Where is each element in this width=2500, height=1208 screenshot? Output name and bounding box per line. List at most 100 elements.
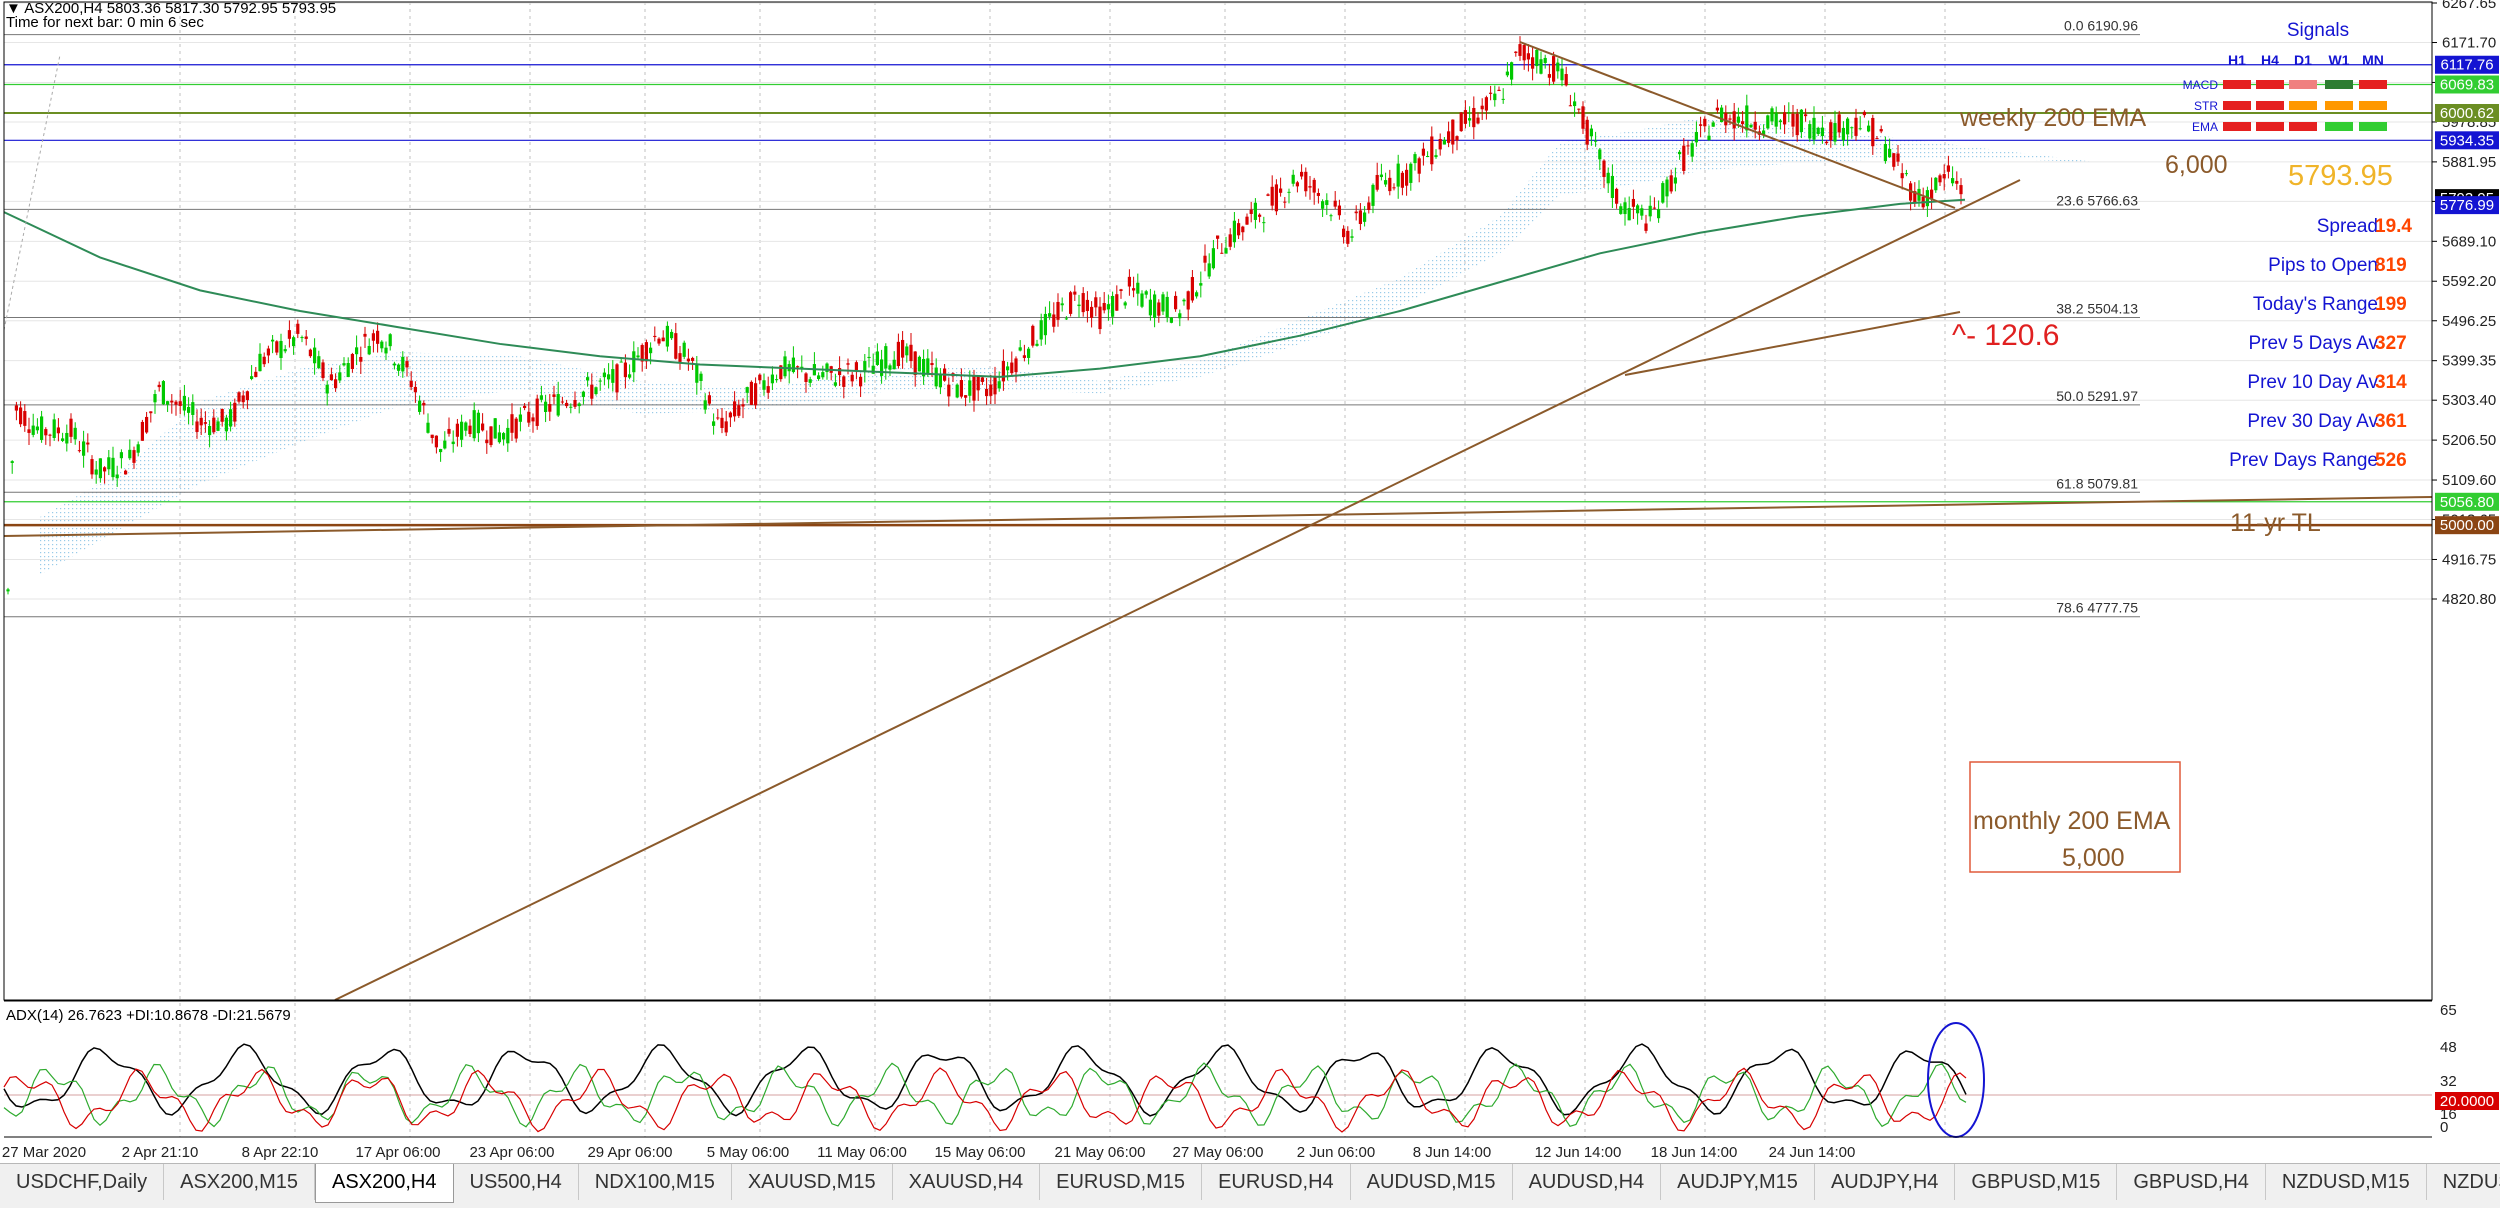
tab-eurusd-h4[interactable]: EURUSD,H4 [1202,1164,1351,1200]
candle-body [1043,313,1047,336]
candle-body [329,374,333,381]
candle-body [52,419,56,438]
rising-trendline [334,179,2021,1001]
tab-gbpusd-m15[interactable]: GBPUSD,M15 [1955,1164,2118,1200]
candle-body [409,380,413,388]
candle-body [128,449,132,459]
candle-body [346,363,350,378]
candle-body [1732,111,1736,129]
candle-body [485,439,489,444]
candle-body [817,375,821,379]
time-tick-label: 8 Jun 14:00 [1413,1144,1491,1161]
candle-body [1854,117,1858,136]
candle-body [657,338,661,344]
candle-body [1930,189,1934,199]
candle-body [1153,294,1157,318]
candle-body [510,414,514,433]
tab-asx200-h4[interactable]: ASX200,H4 [314,1164,454,1203]
candle-body [506,427,510,444]
adx-level-tag [2435,1092,2499,1110]
candle-body [1522,45,1526,61]
candle-body [191,402,195,415]
candle-body [598,380,602,382]
chart-grid [4,2,2432,1137]
candle-body [1031,325,1035,346]
tab-audusd-h4[interactable]: AUDUSD,H4 [1513,1164,1662,1200]
candle-body [964,395,968,398]
candle-body [1489,92,1493,94]
candle-body [1657,209,1661,219]
candle-body [342,363,346,366]
info-label: Prev Days Range [2229,450,2378,471]
candle-body [1228,234,1232,247]
candle-body [1913,191,1917,204]
info-value: 199 [2375,294,2407,315]
triangle-down-icon[interactable]: ▼ [6,0,21,17]
candle-body [422,402,426,406]
tab-nzdusd-h4[interactable]: NZDUSD,H4 [2427,1164,2500,1200]
tab-usdchf-daily[interactable]: USDCHF,Daily [0,1164,165,1200]
candle-body [1308,186,1312,188]
candle-body [237,392,241,402]
candle-body [1165,296,1169,318]
candle-body [783,356,787,377]
candle-body [321,362,325,379]
candle-body [808,379,812,383]
fan-line [3,54,61,331]
tab-xauusd-m15[interactable]: XAUUSD,M15 [732,1164,893,1200]
candle-body [632,351,636,373]
current-price-label: 5793.95 [2288,160,2393,192]
candle-body [1493,93,1497,101]
candle-body [1690,143,1694,157]
candle-body [628,374,632,378]
info-value: 526 [2375,450,2407,471]
candle-body [27,429,31,433]
price-tag-label: 6000.62 [2440,105,2494,122]
candle-body [770,374,774,384]
candle-body [779,365,783,380]
candle-body [1829,122,1833,141]
tab-eurusd-m15[interactable]: EURUSD,M15 [1040,1164,1203,1200]
candle-body [317,356,321,369]
candle-body [23,411,27,426]
candle-body [1111,295,1115,317]
candle-body [1287,191,1291,193]
candle-body [271,339,275,342]
candle-body [1879,129,1883,132]
candle-body [1447,131,1451,143]
tab-us500-h4[interactable]: US500,H4 [454,1164,579,1200]
five-thousand-label: 5,000 [2062,844,2125,872]
candle-body [1841,127,1845,141]
candle-body [14,405,18,411]
candle-body [254,371,258,378]
candle-body [896,341,900,367]
candle-body [1098,306,1102,330]
candle-body [909,344,913,362]
candle-body [1938,175,1942,183]
adx-indicator: ADX(14) 26.7623 +DI:10.8678 -DI:21.5679 6… [3,1002,2457,1138]
symbol-line: ASX200,H4 5803.36 5817.30 5792.95 5793.9… [24,0,337,17]
tab-audjpy-m15[interactable]: AUDJPY,M15 [1661,1164,1815,1200]
candle-body [1006,366,1010,371]
tab-xauusd-h4[interactable]: XAUUSD,H4 [893,1164,1041,1200]
time-tick-label: 24 Jun 14:00 [1769,1144,1856,1161]
tab-asx200-m15[interactable]: ASX200,M15 [164,1164,315,1200]
candle-body [1035,343,1039,346]
tab-audusd-m15[interactable]: AUDUSD,M15 [1351,1164,1513,1200]
candle-body [1039,320,1043,340]
time-tick-label: 21 May 06:00 [1055,1144,1146,1161]
candle-body [678,353,682,362]
signal-cell [2289,101,2317,110]
candle-body [581,391,585,397]
tab-gbpusd-h4[interactable]: GBPUSD,H4 [2117,1164,2266,1200]
candle-body [241,395,245,403]
candle-body [1468,118,1472,121]
candle-body [1085,299,1089,312]
tab-nzdusd-m15[interactable]: NZDUSD,M15 [2266,1164,2427,1200]
candle-body [644,342,648,362]
candle-body [1778,120,1782,123]
tab-audjpy-h4[interactable]: AUDJPY,H4 [1815,1164,1956,1200]
candle-body [1203,255,1207,263]
tab-ndx100-m15[interactable]: NDX100,M15 [579,1164,732,1200]
